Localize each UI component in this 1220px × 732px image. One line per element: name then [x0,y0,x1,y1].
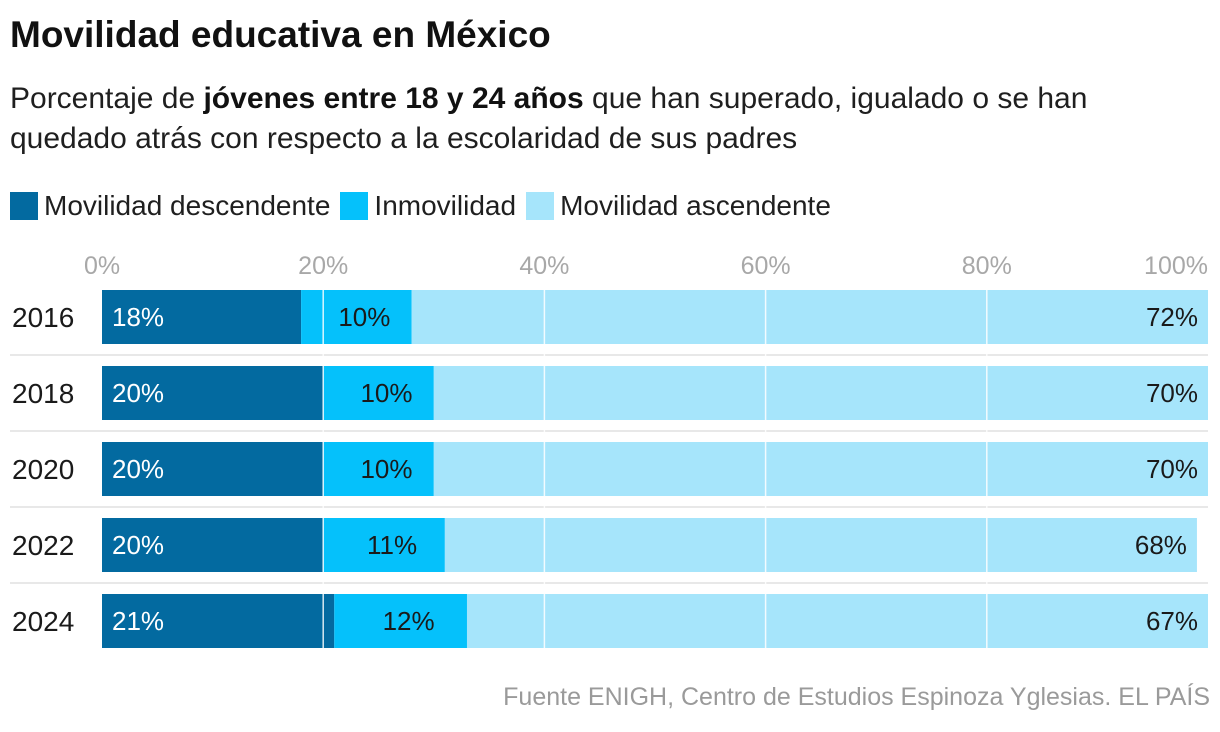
data-label: 10% [338,302,390,332]
data-label: 18% [112,302,164,332]
data-label: 70% [1146,454,1198,484]
data-label: 67% [1146,606,1198,636]
legend-label-inmovilidad: Inmovilidad [374,190,517,221]
bar-inmovilidad [323,518,445,572]
legend: Movilidad descendente Inmovilidad Movili… [10,189,841,223]
data-label: 10% [360,378,412,408]
bar-inmovilidad [323,442,434,496]
y-tick-label: 2018 [12,378,74,409]
data-label: 11% [367,530,417,560]
bar-ascendente [466,594,1209,648]
y-tick-label: 2024 [12,606,74,637]
data-label: 68% [1135,530,1187,560]
bar-ascendente [444,518,1197,572]
x-tick-label: 60% [741,252,791,280]
legend-item-inmovilidad: Inmovilidad [340,190,516,222]
subtitle-part2: que han superado, igualado o se han qued… [10,82,1088,155]
bar-descendente [102,518,324,572]
bar-ascendente [433,366,1208,420]
bar-inmovilidad [334,594,467,648]
bar-ascendente [411,290,1208,344]
legend-item-descendente: Movilidad descendente [10,190,330,222]
bar-inmovilidad [323,366,434,420]
x-tick-label: 20% [298,252,348,280]
y-tick-label: 2022 [12,530,74,561]
x-tick-label: 100% [1144,252,1208,280]
chart-subtitle: Porcentaje de jóvenes entre 18 y 24 años… [10,79,1210,159]
legend-swatch-descendente [10,192,38,220]
data-label: 10% [360,454,412,484]
source-note: Fuente ENIGH, Centro de Estudios Espinoz… [503,683,1210,711]
x-tick-label: 40% [519,252,569,280]
subtitle-part1: Porcentaje de [10,82,204,115]
y-tick-label: 2016 [12,302,74,333]
data-label: 21% [112,606,164,636]
legend-swatch-ascendente [526,192,555,220]
legend-swatch-inmovilidad [340,192,369,220]
x-tick-label: 80% [962,252,1012,280]
legend-item-ascendente: Movilidad ascendente [526,190,831,222]
subtitle-bold: jóvenes entre 18 y 24 años [203,82,584,115]
chart-title: Movilidad educativa en México [10,14,551,55]
data-label: 20% [112,530,164,560]
bar-descendente [102,594,335,648]
bar-inmovilidad [301,290,412,344]
data-label: 12% [383,606,435,636]
bar-descendente [102,442,324,496]
data-label: 70% [1146,378,1198,408]
data-label: 20% [112,454,164,484]
bar-descendente [102,290,302,344]
x-tick-label: 0% [84,252,120,280]
legend-label-ascendente: Movilidad ascendente [560,190,831,221]
data-label: 20% [112,378,164,408]
legend-label-descendente: Movilidad descendente [44,190,331,221]
y-tick-label: 2020 [12,454,74,485]
bar-descendente [102,366,324,420]
bar-ascendente [433,442,1208,496]
data-label: 72% [1146,302,1198,332]
